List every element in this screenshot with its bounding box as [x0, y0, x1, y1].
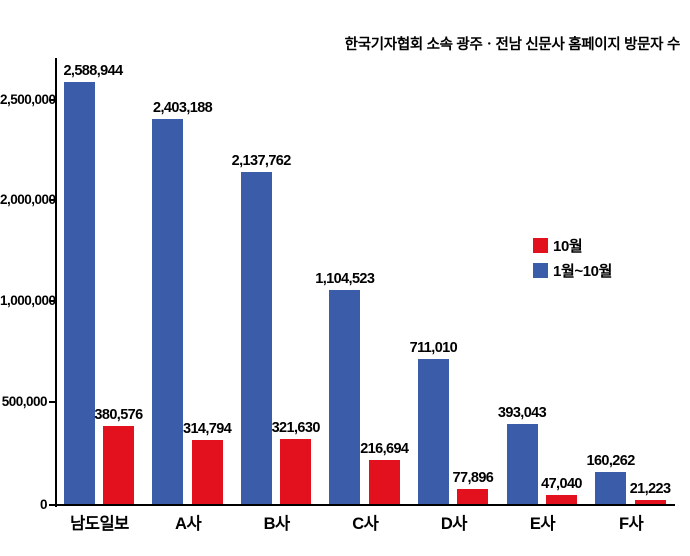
bar-value-label-jan-to-oct-3: 1,104,523 — [315, 271, 375, 288]
category-label-6: F사 — [618, 515, 644, 533]
bar-value-label-oct-0: 380,576 — [94, 407, 143, 424]
legend-item-jan-to-oct: 1월~10월 — [533, 262, 612, 280]
bar-jan-to-oct-6 — [595, 471, 627, 505]
bar-jan-to-oct-5 — [506, 423, 538, 505]
y-axis-tick — [49, 99, 55, 101]
bar-value-label-oct-1: 314,794 — [182, 420, 232, 437]
bar-jan-to-oct-3 — [329, 290, 361, 505]
y-axis-tick-label: 2,000,000 — [0, 192, 56, 207]
bar-oct-4 — [457, 488, 489, 505]
bar-oct-5 — [546, 494, 577, 505]
y-axis-tick-label: 500,000 — [1, 394, 48, 409]
y-axis-tick — [49, 401, 55, 403]
y-axis-tick — [49, 300, 55, 302]
y-axis-tick — [49, 503, 55, 506]
category-label-4: D사 — [440, 515, 468, 533]
category-label-2: B사 — [263, 515, 291, 533]
bar-value-label-oct-4: 77,896 — [452, 469, 494, 486]
bar-oct-3 — [368, 460, 400, 505]
bar-value-label-oct-6: 21,223 — [629, 481, 671, 498]
legend-label-jan-to-oct: 1월~10월 — [553, 262, 612, 280]
bar-oct-6 — [634, 500, 666, 505]
bar-jan-to-oct-4 — [417, 359, 449, 505]
y-axis-tick — [49, 199, 55, 201]
y-axis-tick-label: 0 — [39, 496, 48, 512]
y-axis-line — [55, 58, 57, 507]
bar-oct-2 — [280, 438, 312, 505]
x-axis-line — [55, 503, 675, 506]
bar-value-label-jan-to-oct-4: 711,010 — [409, 340, 458, 357]
bar-value-label-jan-to-oct-6: 160,262 — [586, 452, 635, 469]
bar-oct-0 — [103, 426, 134, 505]
bar-value-label-oct-3: 216,694 — [360, 441, 409, 458]
y-axis-tick-label: 1,000,000 — [0, 293, 56, 308]
chart-title: 한국기자협회 소속 광주ㆍ전남 신문사 홈페이지 방문자 수 — [344, 37, 681, 53]
y-axis-tick-label: 2,500,000 — [0, 92, 56, 107]
legend-swatch-october — [533, 237, 548, 253]
bar-jan-to-oct-1 — [152, 119, 184, 505]
category-label-5: E사 — [529, 515, 556, 533]
legend-item-october: 10월 — [533, 237, 612, 255]
category-label-3: C사 — [352, 515, 379, 533]
category-label-1: A사 — [175, 515, 202, 533]
legend-swatch-jan-to-oct — [533, 262, 548, 278]
bar-value-label-oct-2: 321,630 — [271, 419, 321, 436]
bar-jan-to-oct-2 — [240, 172, 272, 505]
bar-value-label-jan-to-oct-0: 2,588,944 — [63, 63, 123, 80]
bar-value-label-jan-to-oct-2: 2,137,762 — [231, 153, 292, 170]
bar-oct-1 — [191, 439, 223, 505]
bar-value-label-oct-5: 47,040 — [541, 475, 582, 492]
bar-value-label-jan-to-oct-1: 2,403,188 — [153, 100, 213, 117]
legend-label-october: 10월 — [553, 237, 583, 255]
legend: 10월 1월~10월 — [533, 237, 612, 287]
bar-jan-to-oct-0 — [63, 82, 95, 505]
bar-value-label-jan-to-oct-5: 393,043 — [497, 404, 547, 421]
category-label-0: 남도일보 — [70, 515, 129, 533]
